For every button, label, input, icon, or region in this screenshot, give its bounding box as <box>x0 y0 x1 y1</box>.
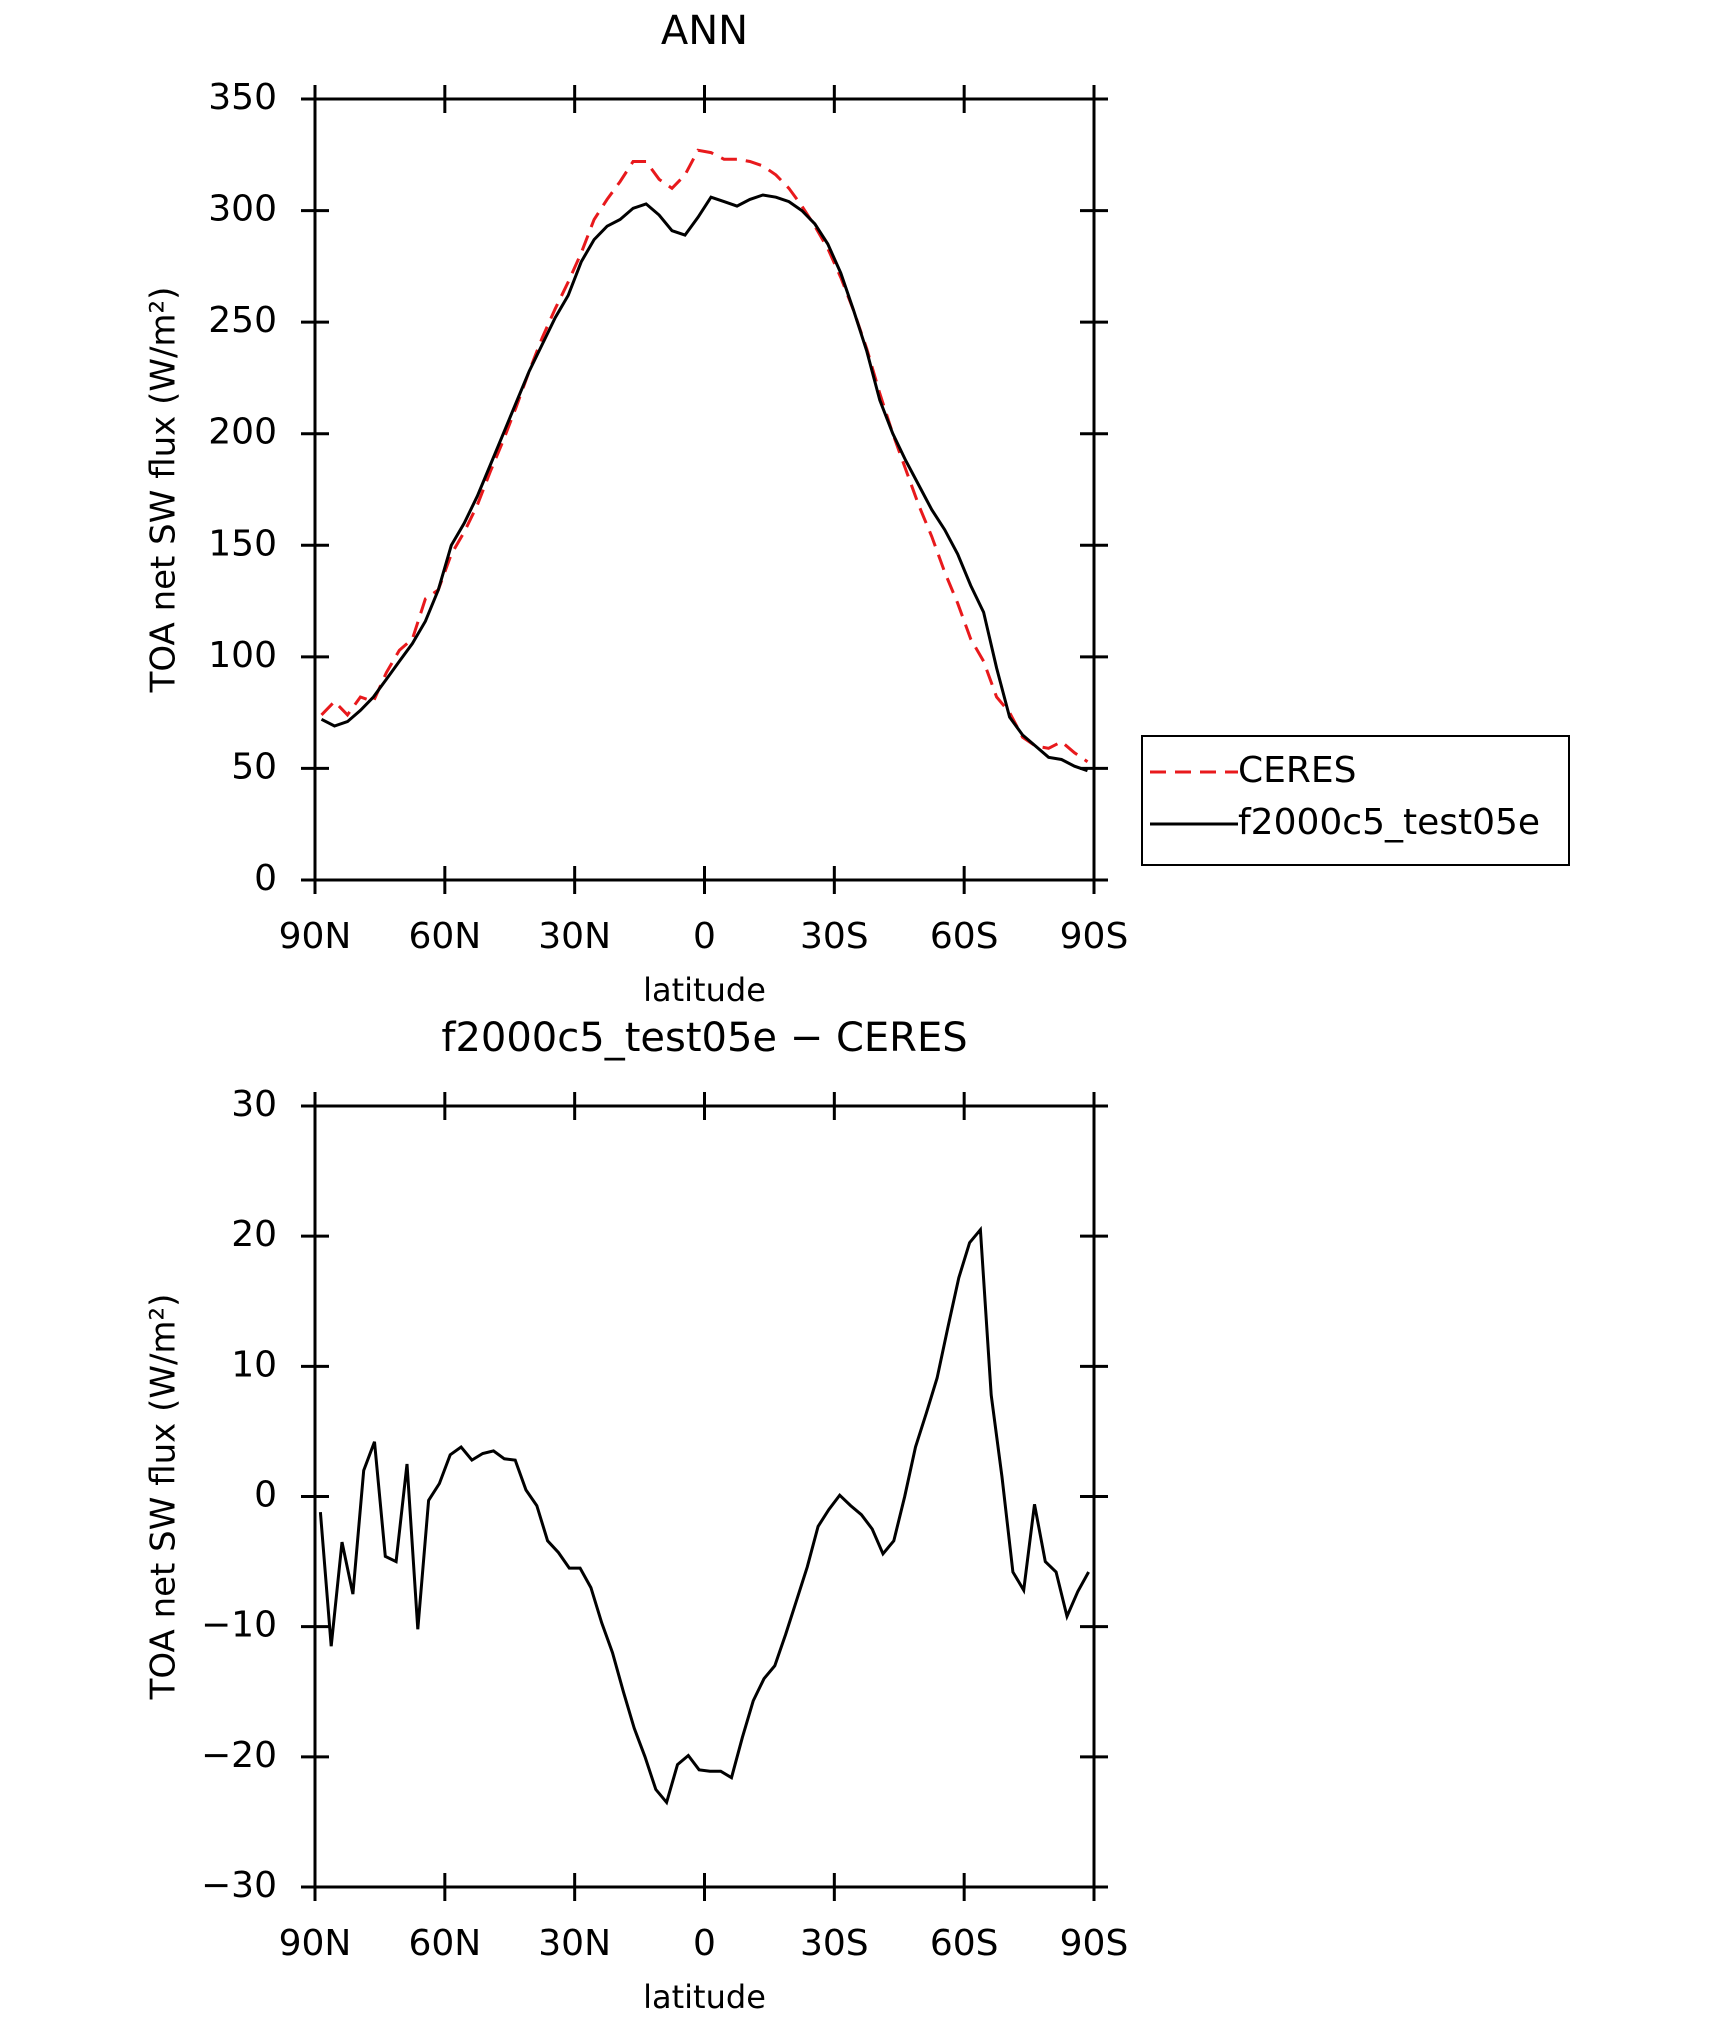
x-tick-label: 90N <box>279 916 352 957</box>
x-tick-label: 60S <box>930 916 999 957</box>
x-axis-label: latitude <box>643 1978 766 2016</box>
x-tick-label: 90N <box>279 1923 352 1964</box>
x-tick-label: 90S <box>1060 916 1129 957</box>
y-tick-label: −10 <box>201 1605 277 1646</box>
y-tick-label: 10 <box>231 1344 277 1385</box>
legend-label: f2000c5_test05e <box>1238 802 1540 843</box>
y-tick-label: 30 <box>231 1084 277 1125</box>
y-tick-label: 200 <box>208 412 277 453</box>
data-line <box>320 193 1088 773</box>
x-tick-label: 30N <box>538 916 611 957</box>
legend-box <box>1141 735 1570 866</box>
x-axis-label: latitude <box>643 971 766 1009</box>
data-line <box>320 148 1089 763</box>
chart-title: f2000c5_test05e − CERES <box>441 1015 967 1061</box>
plot-frame <box>313 97 1096 882</box>
y-tick-label: −20 <box>201 1735 277 1776</box>
y-tick-label: 50 <box>231 746 277 787</box>
y-tick-label: 350 <box>208 77 277 118</box>
y-tick-label: 250 <box>208 300 277 341</box>
data-line <box>318 1225 1090 1806</box>
y-tick-label: 150 <box>208 523 277 564</box>
x-tick-label: 30N <box>538 1923 611 1964</box>
plot-frame <box>313 1104 1096 1889</box>
x-tick-label: 60S <box>930 1923 999 1964</box>
y-tick-label: 300 <box>208 189 277 230</box>
x-tick-label: 0 <box>693 916 716 957</box>
x-tick-label: 0 <box>693 1923 716 1964</box>
y-axis-label: TOA net SW flux (W/m²) <box>144 287 184 694</box>
y-axis-label: TOA net SW flux (W/m²) <box>144 1294 184 1701</box>
x-tick-label: 30S <box>800 916 869 957</box>
x-tick-label: 60N <box>408 916 481 957</box>
y-tick-label: 100 <box>208 635 277 676</box>
y-tick-label: −30 <box>201 1865 277 1906</box>
x-tick-label: 30S <box>800 1923 869 1964</box>
x-tick-label: 60N <box>408 1923 481 1964</box>
x-tick-label: 90S <box>1060 1923 1129 1964</box>
chart-title: ANN <box>661 8 748 54</box>
y-tick-label: 20 <box>231 1214 277 1255</box>
legend-label: CERES <box>1238 750 1357 791</box>
y-tick-label: 0 <box>254 1475 277 1516</box>
y-tick-label: 0 <box>254 858 277 899</box>
